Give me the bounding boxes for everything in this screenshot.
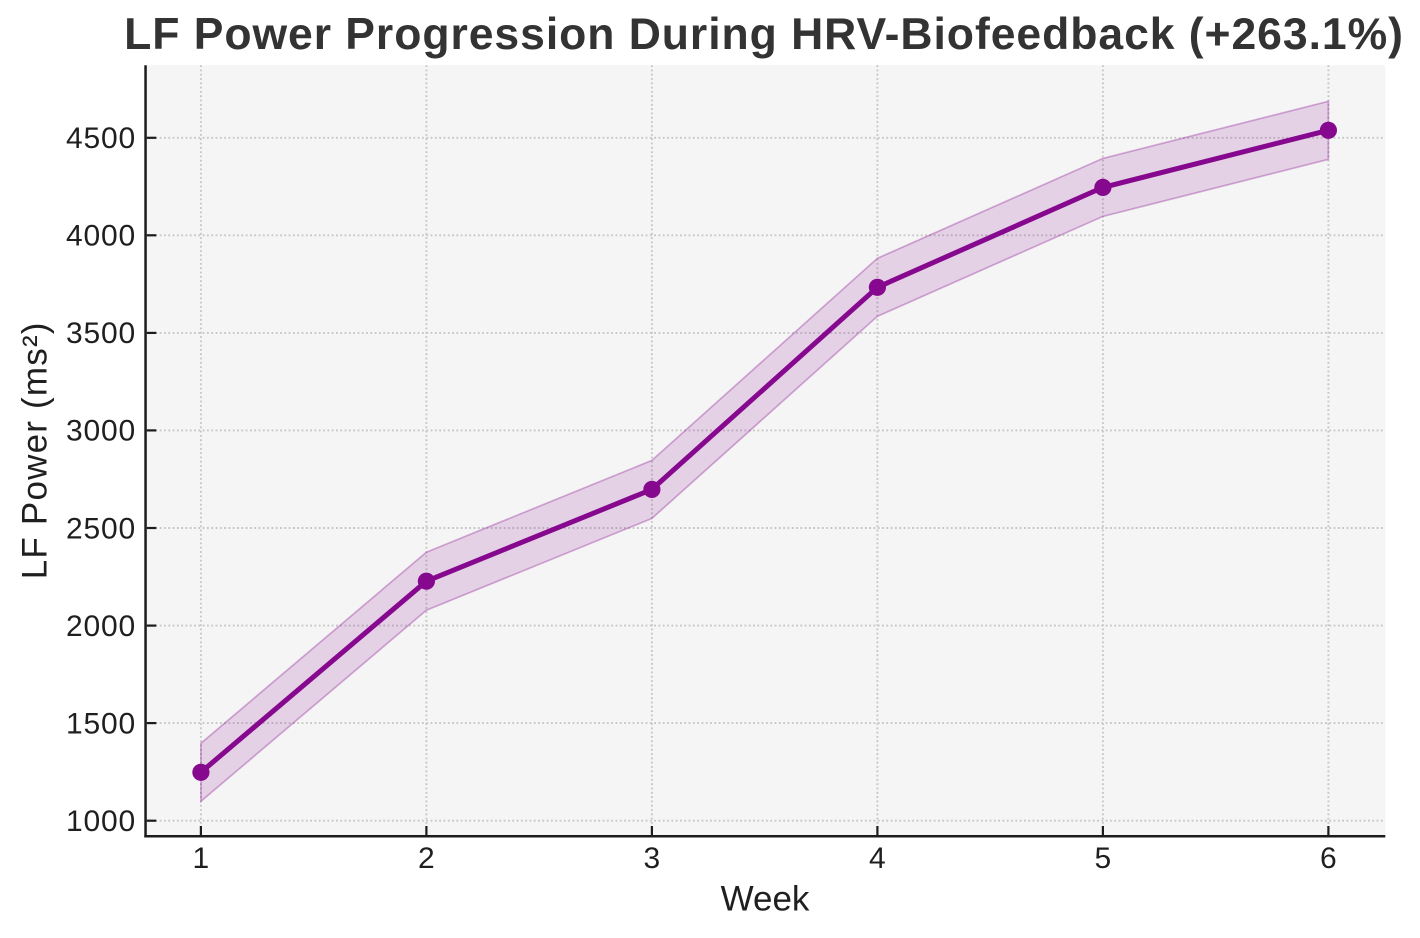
svg-text:3500: 3500 — [66, 317, 136, 350]
svg-text:4000: 4000 — [66, 220, 136, 253]
svg-text:LF Power (ms²): LF Power (ms²) — [16, 321, 55, 579]
svg-text:6: 6 — [1320, 842, 1337, 875]
svg-text:3: 3 — [644, 842, 661, 875]
svg-text:Week: Week — [721, 880, 810, 919]
svg-text:4500: 4500 — [66, 122, 136, 155]
svg-text:2: 2 — [418, 842, 435, 875]
svg-text:1: 1 — [193, 842, 210, 875]
svg-text:LF Power Progression During HR: LF Power Progression During HRV-Biofeedb… — [124, 10, 1404, 59]
svg-text:1500: 1500 — [66, 707, 136, 740]
svg-text:2500: 2500 — [66, 512, 136, 545]
svg-text:5: 5 — [1095, 842, 1112, 875]
svg-text:1000: 1000 — [66, 805, 136, 838]
svg-text:3000: 3000 — [66, 415, 136, 448]
svg-text:4: 4 — [869, 842, 886, 875]
svg-text:2000: 2000 — [66, 610, 136, 643]
